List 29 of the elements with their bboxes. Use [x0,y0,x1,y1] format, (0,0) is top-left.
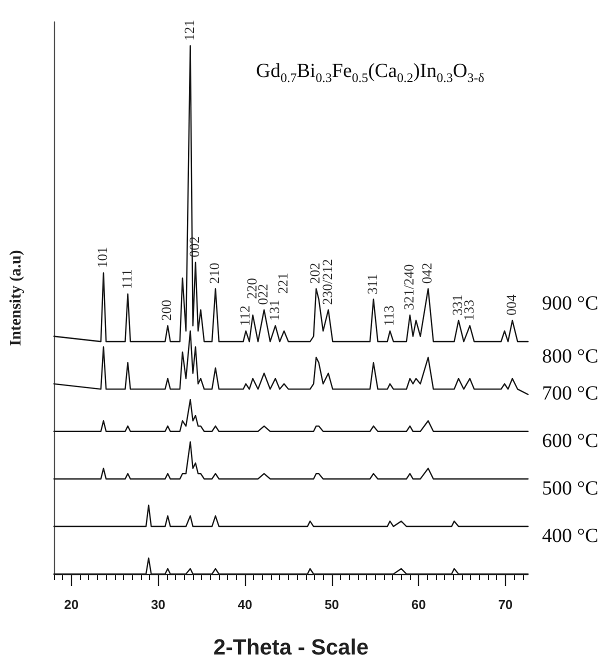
annotation: 004 [504,294,520,316]
annotation: 221 [276,272,292,294]
annotation: 133 [462,300,478,321]
x-tick-label: 50 [324,597,340,612]
annotation: 113 [382,306,398,326]
annotation: 210 [208,262,223,284]
x-tick-label: 40 [238,597,252,612]
annotation: 311 [366,274,381,294]
x-tick-label: 30 [150,597,166,612]
x-tick-label: 60 [411,597,426,612]
annotation: 131 [268,300,283,321]
x-tick-label: 20 [64,597,79,612]
series-label: 700 °C [542,382,598,404]
x-axis-title: 2-Theta - Scale [213,634,369,660]
series-label: 500 °C [542,477,598,500]
annotation: 042 [420,262,436,284]
series-label: 800 °C [542,345,598,368]
series-label: 900 °C [542,292,598,315]
series-label: 400 °C [542,525,598,547]
annotation: 200 [160,300,176,321]
annotation: 321/240 [402,264,418,310]
annotation: 121 [182,20,198,41]
annotation: 111 [120,269,136,290]
series-label: 600 °C [542,430,598,452]
annotation: 101 [96,246,111,268]
chart-title: Gd$_{0.7}$Bi$_{0.3}$Fe$_{0.5}$(Ca$_{0.2}$)In$_{0.3}$O$_{3-δ}$ [256,60,484,85]
x-tick-label: 70 [498,597,513,612]
annotation: 112 [238,306,254,326]
y-axis-title: Intensity (a.u) [8,250,24,346]
